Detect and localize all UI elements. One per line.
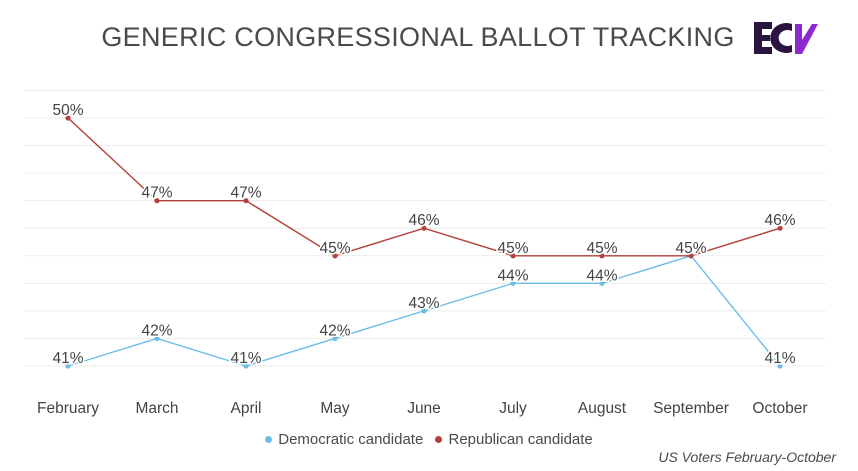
data-label: 46% [408,212,439,229]
data-point[interactable] [777,363,783,369]
data-point[interactable] [510,280,516,286]
data-point[interactable] [243,198,249,204]
series-lines [67,117,781,367]
x-tick-label: September [653,400,729,417]
legend-label: Democratic candidate [278,431,424,448]
data-point[interactable] [777,225,783,231]
line-chart: 41% 42% 41% 42% 43% 44% 44% 41% 50% 47% 47% 45% 46% 4… [24,89,826,417]
data-label: 47% [230,185,261,202]
chart-title: GENERIC CONGRESSIONAL BALLOT TRACKING [101,22,735,52]
data-label: 44% [586,267,617,284]
data-point[interactable] [243,363,249,369]
x-tick-label: June [407,400,441,417]
x-tick-label: July [499,400,527,417]
data-labels: 41% 42% 41% 42% 43% 44% 44% 41% 50% 47% 47% 45% 46% 4… [51,101,797,369]
data-label: 44% [497,267,528,284]
x-tick-label: April [230,400,261,417]
data-point[interactable] [332,253,338,259]
data-label: 45% [497,240,528,257]
gridlines [24,89,826,367]
legend-item-republican[interactable]: Republican candidate [435,431,593,448]
legend-label: Republican candidate [448,431,593,448]
logo-letter-u-check [795,24,818,54]
data-label: 41% [764,350,795,367]
data-label: 42% [319,322,350,339]
x-tick-label: May [320,400,350,417]
data-point[interactable] [65,115,71,121]
data-point[interactable] [332,335,338,342]
data-point[interactable] [421,308,427,314]
logo-letter-e [754,22,772,54]
legend-dot-icon [435,435,443,443]
x-tick-label: March [135,400,178,417]
x-tick-label: October [752,400,807,417]
data-point[interactable] [65,363,71,369]
data-label: 41% [52,350,83,367]
series-line-republican [67,117,781,257]
data-point[interactable] [599,280,605,286]
legend-dot-icon [265,435,273,443]
data-label: 42% [141,322,172,339]
data-point[interactable] [154,198,160,204]
data-label: 45% [586,240,617,257]
data-label: 43% [408,295,439,312]
data-label: 50% [52,102,83,119]
legend-item-democratic[interactable]: Democratic candidate [265,431,423,448]
x-tick-label: February [37,400,99,417]
ecu-logo [754,22,818,54]
data-label: 47% [141,185,172,202]
legend: Democratic candidate Republican candidat… [0,431,858,448]
logo-letter-c [770,23,792,53]
data-point[interactable] [510,253,516,259]
data-point[interactable] [421,225,427,231]
data-label: 45% [675,240,706,257]
data-label: 45% [319,240,350,257]
x-axis-tick-labels: February March April May June July August Septe… [37,400,808,417]
data-label: 41% [230,350,261,367]
source-note: US Voters February-October [658,449,836,465]
data-label: 46% [764,212,795,229]
data-point[interactable] [688,253,694,259]
data-point[interactable] [599,253,605,259]
x-tick-label: August [578,400,627,417]
data-points [65,115,783,369]
data-point[interactable] [154,335,160,342]
